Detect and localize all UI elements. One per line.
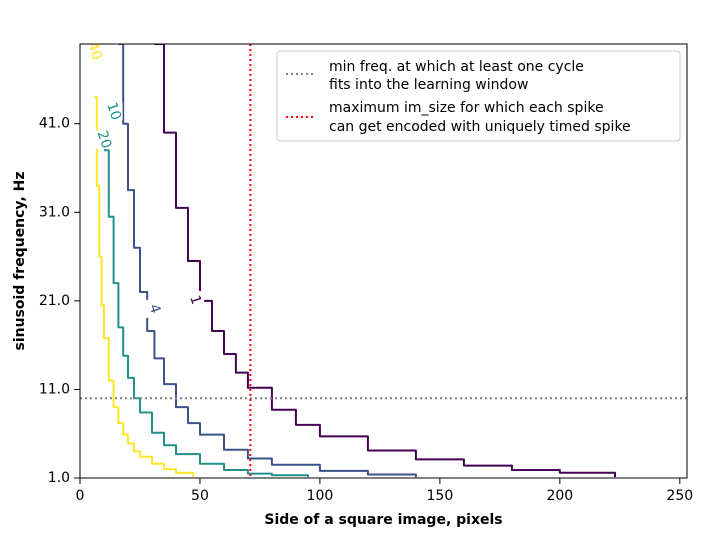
- x-tick-label: 0: [76, 488, 85, 504]
- y-tick-label: 11.0: [39, 381, 70, 397]
- reference-lines: [80, 44, 687, 478]
- y-tick-label: 21.0: [39, 293, 70, 309]
- legend-label-max-im-size-line2: can get encoded with uniquely timed spik…: [329, 119, 631, 135]
- legend-box: [276, 50, 681, 142]
- x-tick-label: 250: [666, 488, 693, 504]
- contour-label-bg-20: [94, 130, 113, 149]
- x-tick-label: 200: [546, 488, 573, 504]
- y-axis-title: sinusoid frequency, Hz: [12, 171, 28, 350]
- contour-label-bg-10: [104, 102, 123, 121]
- contour-label-10: 10: [103, 100, 124, 122]
- y-tick-label: 31.0: [39, 204, 70, 220]
- x-tick-label: 50: [191, 488, 209, 504]
- y-tick-label: 1.0: [48, 470, 70, 486]
- legend: min freq. at which at least one cycle fi…: [276, 50, 681, 142]
- x-axis-ticks: 0 50 100 150 200 250: [76, 478, 693, 504]
- legend-label-max-im-size-line1: maximum im_size for which each spike: [329, 100, 604, 116]
- contour-line-1: [154, 44, 616, 478]
- x-tick-label: 150: [427, 488, 454, 504]
- y-tick-label: 41.0: [39, 116, 70, 132]
- contour-label-bg-40: [85, 42, 104, 61]
- contour-label-bg-1: [186, 290, 205, 309]
- contour-label-20: 20: [94, 129, 115, 151]
- contour-line-20: [94, 96, 194, 477]
- legend-label-min-freq-line2: fits into the learning window: [329, 77, 528, 93]
- legend-label-min-freq-line1: min freq. at which at least one cycle: [329, 59, 584, 75]
- plot-frame: [79, 43, 688, 479]
- x-axis-title: Side of a square image, pixels: [264, 512, 502, 528]
- contour-label-bg-4: [145, 299, 164, 318]
- x-tick-label: 100: [307, 488, 334, 504]
- contour-line-4: [118, 44, 417, 478]
- contour-curves: [94, 44, 616, 478]
- y-axis-ticks: 1.0 11.0 21.0 31.0 41.0: [39, 116, 80, 486]
- contour-label-40: 40: [84, 40, 105, 62]
- contour-line-10: [104, 149, 309, 478]
